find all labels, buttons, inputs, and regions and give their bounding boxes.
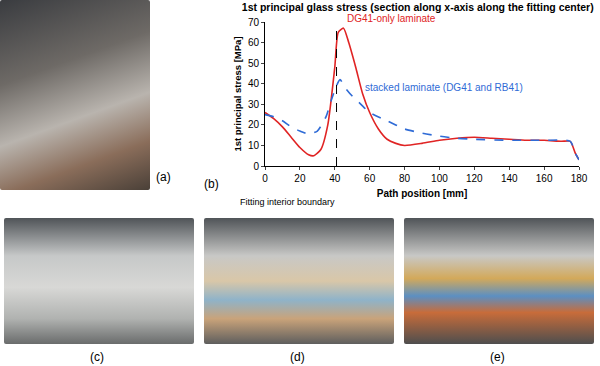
svg-text:20: 20 bbox=[248, 119, 260, 130]
html-text:(c): (c) bbox=[90, 350, 104, 364]
svg-text:140: 140 bbox=[501, 173, 518, 184]
svg-text:60: 60 bbox=[364, 173, 376, 184]
svg-text:180: 180 bbox=[571, 173, 588, 184]
svg-text:0: 0 bbox=[253, 161, 259, 172]
svg-text:0: 0 bbox=[262, 173, 268, 184]
svg-text:DG41-only laminate: DG41-only laminate bbox=[347, 13, 436, 24]
svg-text:50: 50 bbox=[248, 58, 260, 69]
svg-text:(b): (b) bbox=[204, 177, 219, 191]
svg-text:Path position [mm]: Path position [mm] bbox=[377, 188, 468, 199]
svg-text:20: 20 bbox=[294, 173, 306, 184]
svg-text:Fitting interior boundary: Fitting interior boundary bbox=[240, 197, 335, 207]
svg-text:stacked laminate (DG41 and RB4: stacked laminate (DG41 and RB41) bbox=[365, 82, 523, 93]
svg-text:10: 10 bbox=[248, 140, 260, 151]
svg-text:70: 70 bbox=[248, 17, 260, 28]
html-text:(d): (d) bbox=[290, 350, 305, 364]
svg-text:40: 40 bbox=[329, 173, 341, 184]
svg-text:40: 40 bbox=[248, 78, 260, 89]
svg-text:160: 160 bbox=[536, 173, 553, 184]
html-text:(e): (e) bbox=[490, 350, 505, 364]
svg-text:80: 80 bbox=[399, 173, 411, 184]
svg-text:120: 120 bbox=[466, 173, 483, 184]
svg-text:1st principal glass stress (se: 1st principal glass stress (section alon… bbox=[242, 1, 594, 13]
svg-text:1st principal stress [MPa]: 1st principal stress [MPa] bbox=[232, 36, 243, 151]
svg-text:100: 100 bbox=[431, 173, 448, 184]
svg-text:60: 60 bbox=[248, 37, 260, 48]
html-text:(a): (a) bbox=[156, 170, 171, 184]
svg-text:30: 30 bbox=[248, 99, 260, 110]
